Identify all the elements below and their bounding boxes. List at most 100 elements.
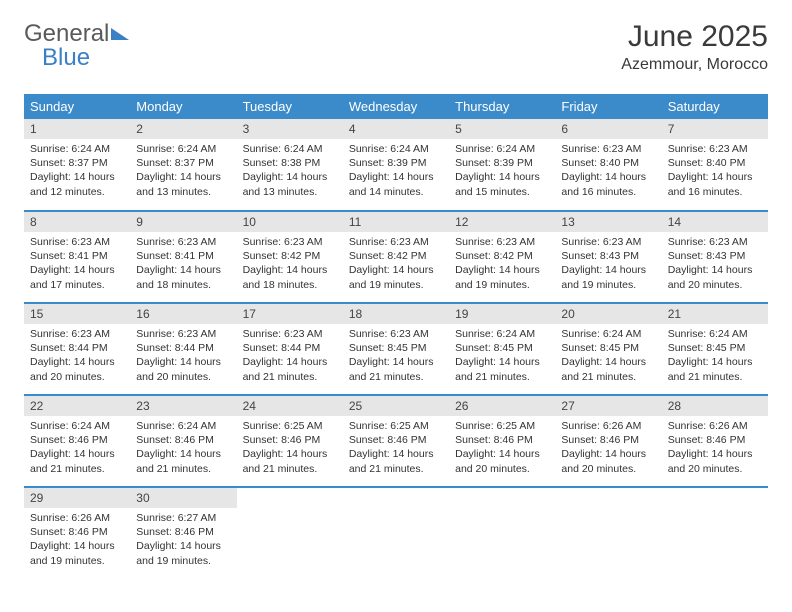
calendar-cell: 7Sunrise: 6:23 AMSunset: 8:40 PMDaylight… [662, 119, 768, 211]
day-body: Sunrise: 6:24 AMSunset: 8:39 PMDaylight:… [449, 139, 555, 205]
day-number: 18 [343, 304, 449, 324]
day-number: 19 [449, 304, 555, 324]
calendar-cell: 28Sunrise: 6:26 AMSunset: 8:46 PMDayligh… [662, 395, 768, 487]
day-number: 9 [130, 212, 236, 232]
day-number: 25 [343, 396, 449, 416]
calendar-cell: 23Sunrise: 6:24 AMSunset: 8:46 PMDayligh… [130, 395, 236, 487]
calendar-cell: 18Sunrise: 6:23 AMSunset: 8:45 PMDayligh… [343, 303, 449, 395]
day-number: 10 [237, 212, 343, 232]
calendar-cell: 1Sunrise: 6:24 AMSunset: 8:37 PMDaylight… [24, 119, 130, 211]
calendar-cell: 22Sunrise: 6:24 AMSunset: 8:46 PMDayligh… [24, 395, 130, 487]
calendar-cell: 27Sunrise: 6:26 AMSunset: 8:46 PMDayligh… [555, 395, 661, 487]
day-body: Sunrise: 6:25 AMSunset: 8:46 PMDaylight:… [343, 416, 449, 482]
calendar-cell: 8Sunrise: 6:23 AMSunset: 8:41 PMDaylight… [24, 211, 130, 303]
day-body: Sunrise: 6:23 AMSunset: 8:41 PMDaylight:… [24, 232, 130, 298]
day-body: Sunrise: 6:23 AMSunset: 8:44 PMDaylight:… [237, 324, 343, 390]
day-number: 2 [130, 119, 236, 139]
day-number: 4 [343, 119, 449, 139]
brand-part2: Blue [42, 44, 90, 72]
day-body: Sunrise: 6:24 AMSunset: 8:45 PMDaylight:… [555, 324, 661, 390]
weekday-sunday: Sunday [24, 94, 130, 119]
calendar-week-row: 8Sunrise: 6:23 AMSunset: 8:41 PMDaylight… [24, 211, 768, 303]
weekday-thursday: Thursday [449, 94, 555, 119]
calendar-cell: 19Sunrise: 6:24 AMSunset: 8:45 PMDayligh… [449, 303, 555, 395]
day-body: Sunrise: 6:23 AMSunset: 8:44 PMDaylight:… [130, 324, 236, 390]
calendar-cell [343, 487, 449, 579]
day-number: 24 [237, 396, 343, 416]
day-number: 7 [662, 119, 768, 139]
calendar-cell: 15Sunrise: 6:23 AMSunset: 8:44 PMDayligh… [24, 303, 130, 395]
calendar-cell: 17Sunrise: 6:23 AMSunset: 8:44 PMDayligh… [237, 303, 343, 395]
calendar-cell: 4Sunrise: 6:24 AMSunset: 8:39 PMDaylight… [343, 119, 449, 211]
day-body: Sunrise: 6:24 AMSunset: 8:46 PMDaylight:… [130, 416, 236, 482]
day-body: Sunrise: 6:26 AMSunset: 8:46 PMDaylight:… [662, 416, 768, 482]
logo-mark-icon [111, 28, 129, 40]
day-number: 20 [555, 304, 661, 324]
day-number: 21 [662, 304, 768, 324]
day-number: 30 [130, 488, 236, 508]
day-body: Sunrise: 6:24 AMSunset: 8:37 PMDaylight:… [24, 139, 130, 205]
calendar-cell [662, 487, 768, 579]
day-body: Sunrise: 6:23 AMSunset: 8:43 PMDaylight:… [555, 232, 661, 298]
calendar-cell: 26Sunrise: 6:25 AMSunset: 8:46 PMDayligh… [449, 395, 555, 487]
day-body: Sunrise: 6:23 AMSunset: 8:40 PMDaylight:… [662, 139, 768, 205]
day-number: 28 [662, 396, 768, 416]
day-number: 14 [662, 212, 768, 232]
day-number: 23 [130, 396, 236, 416]
day-number: 12 [449, 212, 555, 232]
calendar-cell: 24Sunrise: 6:25 AMSunset: 8:46 PMDayligh… [237, 395, 343, 487]
day-body: Sunrise: 6:24 AMSunset: 8:37 PMDaylight:… [130, 139, 236, 205]
day-number: 13 [555, 212, 661, 232]
day-body: Sunrise: 6:25 AMSunset: 8:46 PMDaylight:… [237, 416, 343, 482]
day-body: Sunrise: 6:23 AMSunset: 8:43 PMDaylight:… [662, 232, 768, 298]
day-body: Sunrise: 6:23 AMSunset: 8:42 PMDaylight:… [449, 232, 555, 298]
month-title: June 2025 [621, 20, 768, 54]
weekday-wednesday: Wednesday [343, 94, 449, 119]
day-number: 29 [24, 488, 130, 508]
day-body: Sunrise: 6:24 AMSunset: 8:39 PMDaylight:… [343, 139, 449, 205]
day-number: 5 [449, 119, 555, 139]
weekday-header-row: Sunday Monday Tuesday Wednesday Thursday… [24, 94, 768, 119]
calendar-cell: 16Sunrise: 6:23 AMSunset: 8:44 PMDayligh… [130, 303, 236, 395]
weekday-friday: Friday [555, 94, 661, 119]
day-number: 8 [24, 212, 130, 232]
calendar-cell: 5Sunrise: 6:24 AMSunset: 8:39 PMDaylight… [449, 119, 555, 211]
calendar-table: Sunday Monday Tuesday Wednesday Thursday… [24, 94, 768, 579]
weekday-monday: Monday [130, 94, 236, 119]
calendar-cell: 2Sunrise: 6:24 AMSunset: 8:37 PMDaylight… [130, 119, 236, 211]
calendar-cell: 29Sunrise: 6:26 AMSunset: 8:46 PMDayligh… [24, 487, 130, 579]
day-body: Sunrise: 6:23 AMSunset: 8:44 PMDaylight:… [24, 324, 130, 390]
calendar-cell: 6Sunrise: 6:23 AMSunset: 8:40 PMDaylight… [555, 119, 661, 211]
calendar-cell: 13Sunrise: 6:23 AMSunset: 8:43 PMDayligh… [555, 211, 661, 303]
day-body: Sunrise: 6:23 AMSunset: 8:41 PMDaylight:… [130, 232, 236, 298]
day-number: 27 [555, 396, 661, 416]
calendar-body: 1Sunrise: 6:24 AMSunset: 8:37 PMDaylight… [24, 119, 768, 579]
calendar-cell: 20Sunrise: 6:24 AMSunset: 8:45 PMDayligh… [555, 303, 661, 395]
calendar-cell [237, 487, 343, 579]
calendar-cell: 14Sunrise: 6:23 AMSunset: 8:43 PMDayligh… [662, 211, 768, 303]
day-number: 22 [24, 396, 130, 416]
title-block: June 2025 Azemmour, Morocco [621, 20, 768, 74]
calendar-week-row: 29Sunrise: 6:26 AMSunset: 8:46 PMDayligh… [24, 487, 768, 579]
day-number: 1 [24, 119, 130, 139]
day-body: Sunrise: 6:23 AMSunset: 8:42 PMDaylight:… [343, 232, 449, 298]
calendar-cell: 3Sunrise: 6:24 AMSunset: 8:38 PMDaylight… [237, 119, 343, 211]
day-body: Sunrise: 6:24 AMSunset: 8:45 PMDaylight:… [449, 324, 555, 390]
day-number: 17 [237, 304, 343, 324]
calendar-cell [555, 487, 661, 579]
day-body: Sunrise: 6:23 AMSunset: 8:42 PMDaylight:… [237, 232, 343, 298]
day-number: 11 [343, 212, 449, 232]
day-body: Sunrise: 6:24 AMSunset: 8:45 PMDaylight:… [662, 324, 768, 390]
day-body: Sunrise: 6:25 AMSunset: 8:46 PMDaylight:… [449, 416, 555, 482]
day-number: 26 [449, 396, 555, 416]
day-body: Sunrise: 6:23 AMSunset: 8:45 PMDaylight:… [343, 324, 449, 390]
calendar-week-row: 22Sunrise: 6:24 AMSunset: 8:46 PMDayligh… [24, 395, 768, 487]
day-number: 16 [130, 304, 236, 324]
weekday-tuesday: Tuesday [237, 94, 343, 119]
day-number: 3 [237, 119, 343, 139]
day-body: Sunrise: 6:24 AMSunset: 8:46 PMDaylight:… [24, 416, 130, 482]
calendar-week-row: 15Sunrise: 6:23 AMSunset: 8:44 PMDayligh… [24, 303, 768, 395]
calendar-cell: 9Sunrise: 6:23 AMSunset: 8:41 PMDaylight… [130, 211, 236, 303]
calendar-cell: 30Sunrise: 6:27 AMSunset: 8:46 PMDayligh… [130, 487, 236, 579]
day-number: 15 [24, 304, 130, 324]
